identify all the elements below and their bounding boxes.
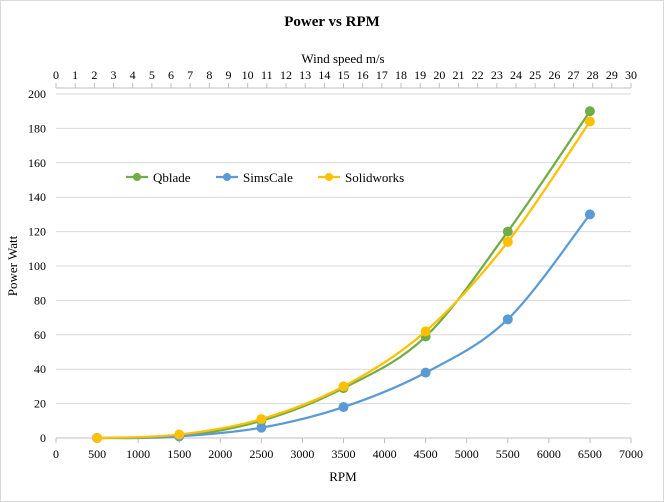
secondary-x-tick-label: 19 bbox=[414, 68, 426, 82]
x-tick-label: 500 bbox=[88, 447, 106, 461]
y-tick-label: 180 bbox=[28, 121, 46, 135]
x-tick-label: 6000 bbox=[537, 447, 561, 461]
secondary-x-tick-label: 16 bbox=[357, 68, 369, 82]
legend-label-solidworks: Solidworks bbox=[345, 170, 404, 185]
secondary-x-tick-label: 3 bbox=[111, 68, 117, 82]
secondary-x-tick-label: 1 bbox=[72, 68, 78, 82]
legend: Qblade SimsCale Solidworks bbox=[126, 170, 404, 185]
y-tick-label: 80 bbox=[34, 293, 46, 307]
secondary-x-tick-label: 28 bbox=[587, 68, 599, 82]
legend-label-simscale: SimsCale bbox=[243, 170, 293, 185]
gridlines bbox=[56, 93, 631, 439]
legend-marker-qblade bbox=[133, 173, 141, 181]
y-tick-label: 140 bbox=[28, 190, 46, 204]
secondary-x-tick-label: 0 bbox=[53, 68, 59, 82]
secondary-x-axis-title: Wind speed m/s bbox=[301, 51, 384, 66]
secondary-x-tick-label: 20 bbox=[433, 68, 445, 82]
secondary-x-tick-label: 6 bbox=[168, 68, 174, 82]
secondary-x-tick-label: 22 bbox=[472, 68, 484, 82]
series-simscale bbox=[92, 209, 595, 443]
secondary-x-tick-label: 18 bbox=[395, 68, 407, 82]
y-tick-label: 40 bbox=[34, 362, 46, 376]
data-point-simscale bbox=[420, 367, 431, 378]
secondary-x-tick-label: 27 bbox=[568, 68, 580, 82]
x-tick-label: 4500 bbox=[414, 447, 438, 461]
secondary-x-tick-label: 30 bbox=[625, 68, 637, 82]
secondary-x-tick-label: 13 bbox=[299, 68, 311, 82]
x-tick-label: 2500 bbox=[249, 447, 273, 461]
data-point-solidworks bbox=[174, 429, 185, 440]
x-tick-label: 1000 bbox=[126, 447, 150, 461]
secondary-x-tick-label: 9 bbox=[226, 68, 232, 82]
x-tick-label: 5500 bbox=[496, 447, 520, 461]
y-tick-label: 160 bbox=[28, 156, 46, 170]
chart-title: Power vs RPM bbox=[284, 14, 380, 30]
x-axis-title: RPM bbox=[329, 469, 357, 484]
series-layer bbox=[92, 106, 595, 443]
y-tick-label: 60 bbox=[34, 328, 46, 342]
data-point-solidworks bbox=[338, 381, 349, 392]
y-tick-label: 20 bbox=[34, 397, 46, 411]
y-axis-title: Power Watt bbox=[5, 235, 20, 296]
secondary-x-tick-label: 11 bbox=[261, 68, 273, 82]
y-tick-label: 0 bbox=[40, 431, 46, 445]
legend-marker-simscale bbox=[223, 173, 231, 181]
secondary-x-tick-label: 10 bbox=[242, 68, 254, 82]
data-point-simscale bbox=[584, 209, 595, 220]
x-tick-label: 1500 bbox=[167, 447, 191, 461]
secondary-x-tick-label: 7 bbox=[187, 68, 193, 82]
y-tick-label: 120 bbox=[28, 225, 46, 239]
data-point-solidworks bbox=[420, 326, 431, 337]
secondary-x-tick-label: 15 bbox=[338, 68, 350, 82]
legend-item-qblade: Qblade bbox=[126, 170, 191, 185]
x-tick-label: 2000 bbox=[208, 447, 232, 461]
y-tick-label: 100 bbox=[28, 259, 46, 273]
data-point-simscale bbox=[338, 402, 349, 413]
data-point-qblade bbox=[502, 226, 513, 237]
secondary-x-tick-label: 21 bbox=[453, 68, 465, 82]
x-tick-label: 5000 bbox=[455, 447, 479, 461]
data-point-simscale bbox=[502, 314, 513, 325]
secondary-x-tick-label: 5 bbox=[149, 68, 155, 82]
secondary-x-tick-label: 14 bbox=[318, 68, 330, 82]
x-tick-label: 3500 bbox=[332, 447, 356, 461]
secondary-x-tick-label: 24 bbox=[510, 68, 522, 82]
legend-label-qblade: Qblade bbox=[153, 170, 191, 185]
secondary-x-tick-label: 26 bbox=[548, 68, 560, 82]
x-tick-label: 7000 bbox=[619, 447, 643, 461]
y-tick-label: 200 bbox=[28, 87, 46, 101]
data-point-solidworks bbox=[584, 116, 595, 127]
x-tick-label: 3000 bbox=[290, 447, 314, 461]
data-point-solidworks bbox=[502, 236, 513, 247]
secondary-x-tick-label: 29 bbox=[606, 68, 618, 82]
data-point-solidworks bbox=[256, 414, 267, 425]
data-point-qblade bbox=[584, 106, 595, 117]
legend-item-solidworks: Solidworks bbox=[318, 170, 404, 185]
secondary-x-tick-label: 12 bbox=[280, 68, 292, 82]
secondary-x-tick-label: 4 bbox=[130, 68, 136, 82]
data-point-simscale bbox=[256, 422, 267, 433]
secondary-x-tick-label: 2 bbox=[91, 68, 97, 82]
secondary-x-tick-label: 8 bbox=[206, 68, 212, 82]
x-tick-label: 0 bbox=[53, 447, 59, 461]
legend-item-simscale: SimsCale bbox=[216, 170, 293, 185]
x-tick-label: 6500 bbox=[578, 447, 602, 461]
secondary-x-tick-label: 23 bbox=[491, 68, 503, 82]
data-point-solidworks bbox=[92, 433, 103, 443]
series-solidworks bbox=[92, 116, 595, 443]
x-tick-label: 4000 bbox=[373, 447, 397, 461]
secondary-x-tick-label: 25 bbox=[529, 68, 541, 82]
secondary-x-tick-label: 17 bbox=[376, 68, 388, 82]
legend-marker-solidworks bbox=[325, 173, 333, 181]
series-qblade bbox=[92, 106, 595, 443]
